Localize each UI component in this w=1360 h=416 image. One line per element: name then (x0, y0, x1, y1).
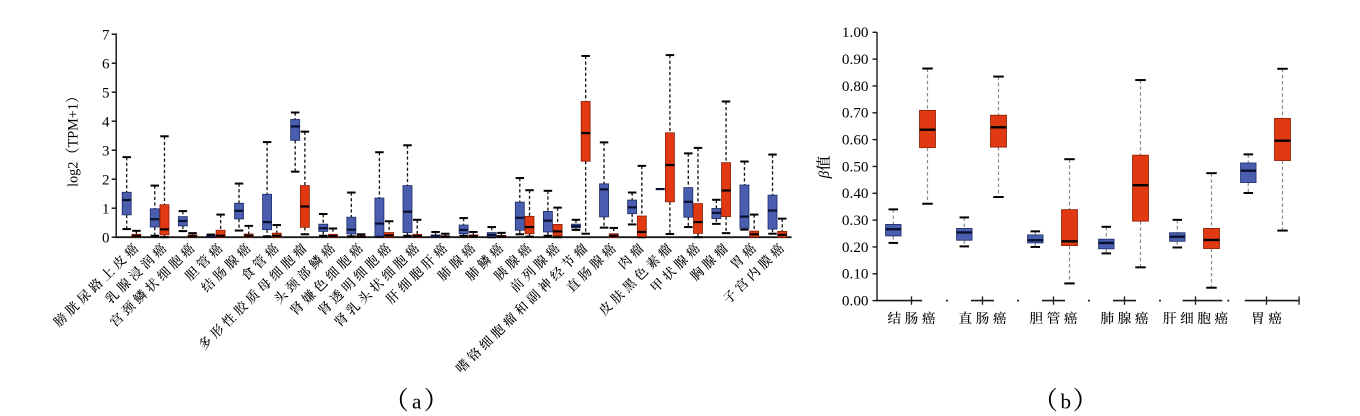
svg-text:0.20: 0.20 (842, 239, 869, 256)
svg-text:b: b (1061, 390, 1072, 414)
svg-text:0.50: 0.50 (842, 158, 869, 175)
svg-text:7: 7 (102, 28, 110, 44)
svg-text:log2: log2 (66, 162, 82, 187)
svg-text:1: 1 (102, 202, 110, 218)
svg-text:0.80: 0.80 (842, 78, 869, 95)
svg-text:1.00: 1.00 (842, 24, 869, 41)
svg-text:β: β (817, 170, 833, 179)
svg-text:3: 3 (102, 144, 110, 160)
svg-text:0.00: 0.00 (842, 293, 869, 310)
svg-text:0.90: 0.90 (842, 51, 869, 68)
svg-text:6: 6 (102, 57, 110, 73)
svg-text:0.10: 0.10 (842, 266, 869, 283)
svg-text:2: 2 (102, 173, 110, 189)
svg-text:TPM+1: TPM+1 (66, 103, 82, 147)
svg-text:0.30: 0.30 (842, 212, 869, 229)
svg-text:0.40: 0.40 (842, 185, 869, 202)
svg-text:a: a (412, 390, 422, 414)
svg-text:5: 5 (102, 86, 110, 102)
svg-text:4: 4 (102, 115, 110, 131)
svg-text:0: 0 (102, 231, 110, 247)
svg-text:0.60: 0.60 (842, 132, 869, 149)
svg-text:0.70: 0.70 (842, 105, 869, 122)
